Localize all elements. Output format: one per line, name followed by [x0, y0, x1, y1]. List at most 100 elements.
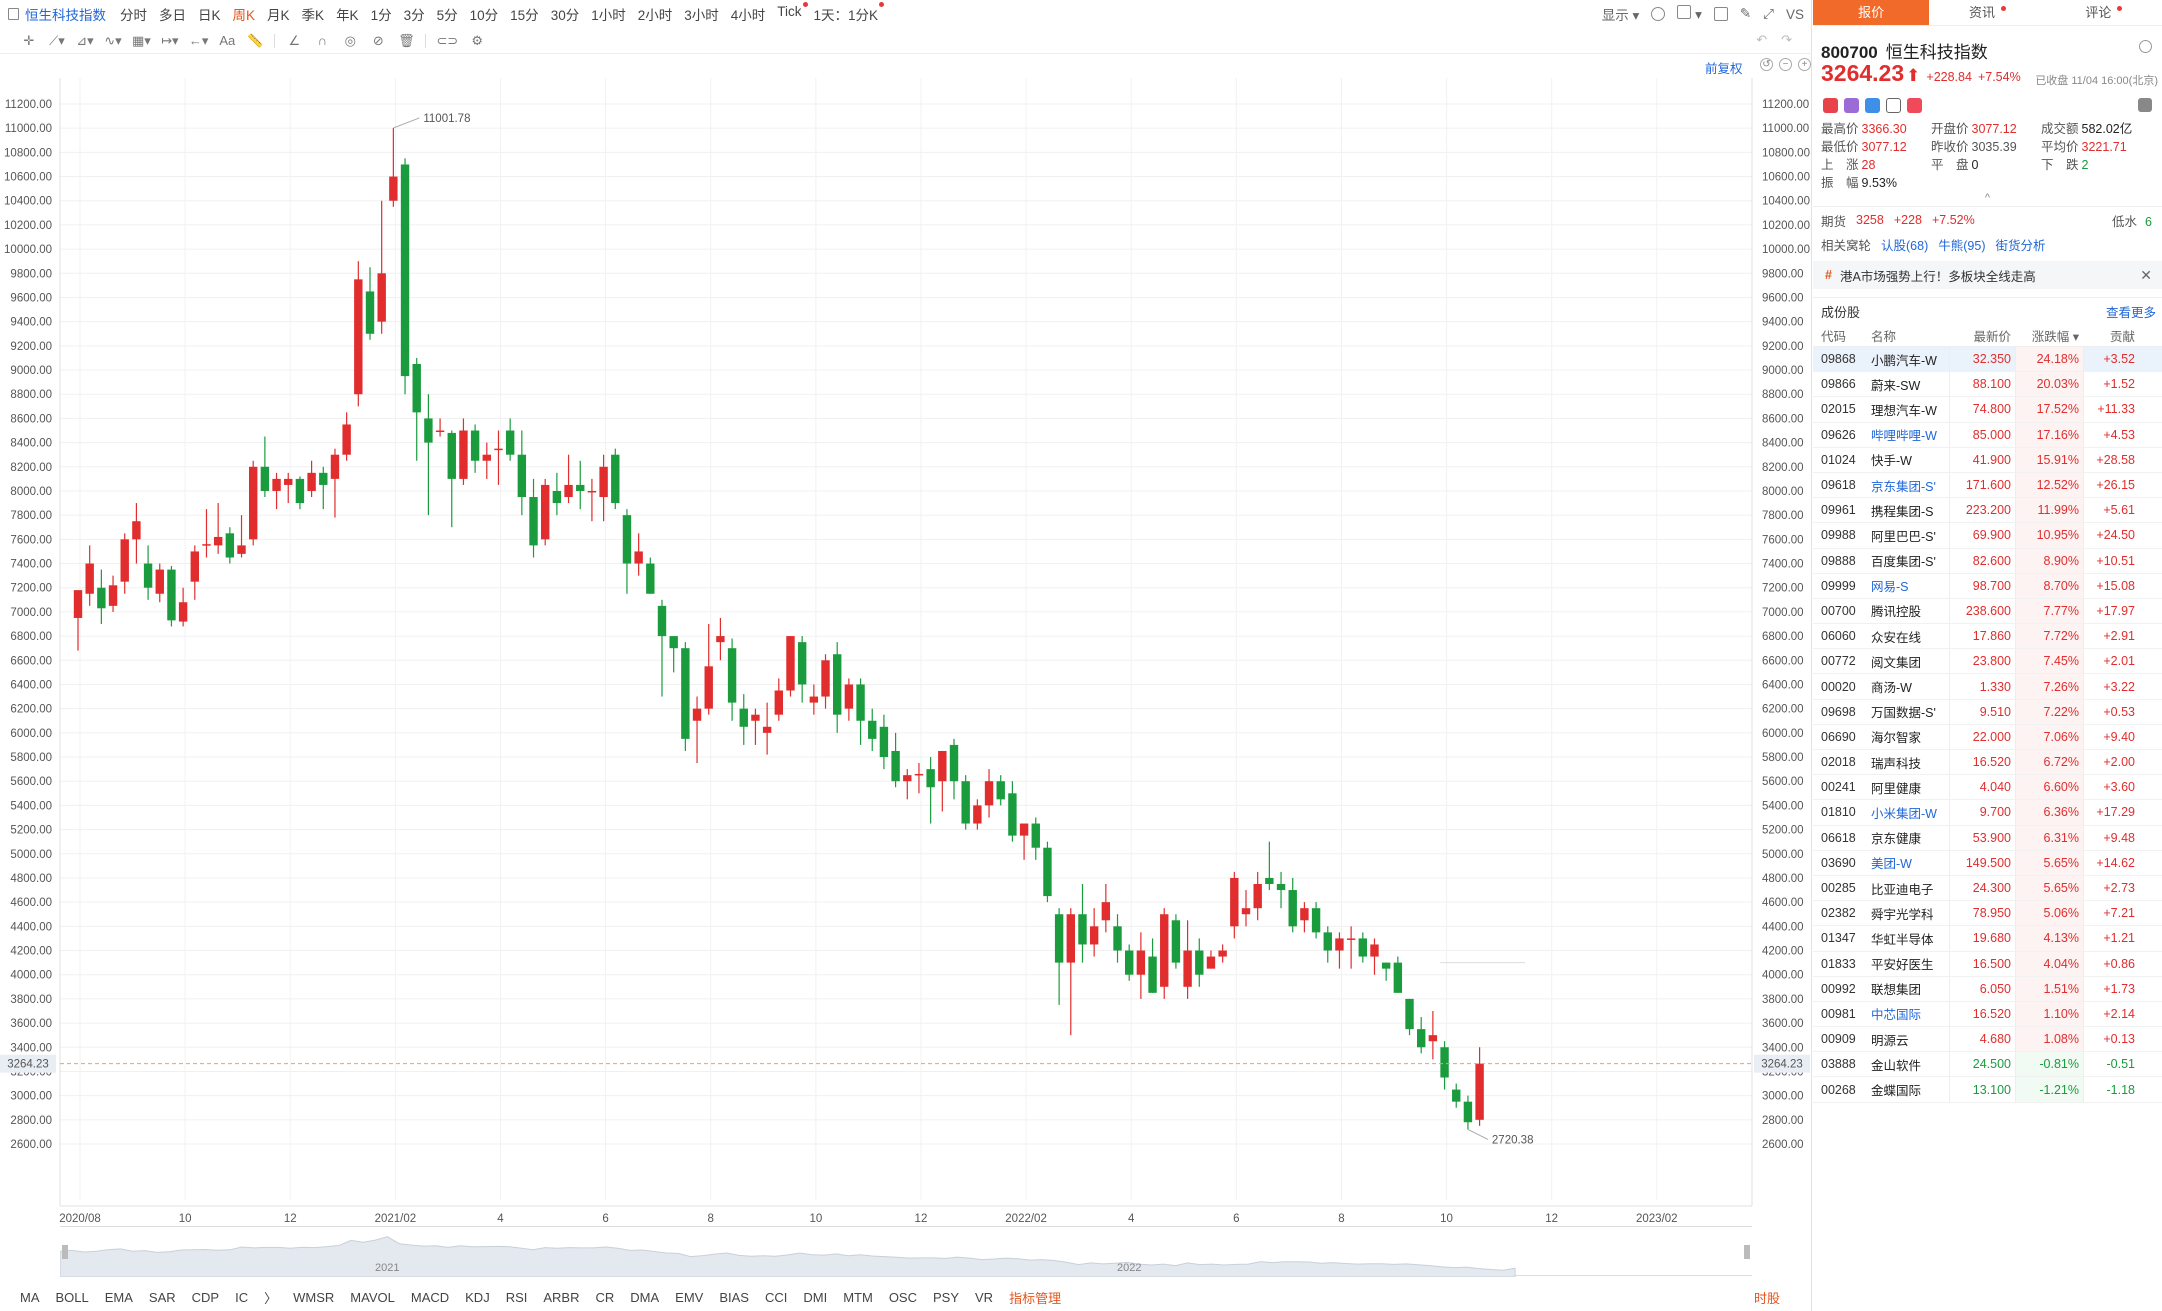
- candle-body[interactable]: [342, 424, 351, 455]
- candle-body[interactable]: [284, 478, 293, 485]
- table-row[interactable]: 00772 阅文集团 23.800 7.45% +2.01: [1813, 649, 2162, 675]
- candle-body[interactable]: [938, 750, 947, 782]
- symbol-list-icon[interactable]: [8, 8, 19, 20]
- fullscreen-icon[interactable]: ⤢: [1763, 6, 1774, 21]
- candle-body[interactable]: [1405, 998, 1414, 1030]
- table-row[interactable]: 00981 中芯国际 16.520 1.10% +2.14: [1813, 1001, 2162, 1028]
- indicator-item[interactable]: WMSR: [293, 1290, 335, 1305]
- candle-body[interactable]: [517, 454, 527, 498]
- period-tab[interactable]: 3小时: [684, 8, 719, 23]
- period-tab[interactable]: 周K: [232, 8, 256, 23]
- candle-body[interactable]: [646, 563, 655, 594]
- text-tool-icon[interactable]: Aa: [219, 33, 236, 48]
- candle-body[interactable]: [470, 430, 480, 461]
- candle-body[interactable]: [155, 569, 164, 594]
- panel-tab[interactable]: 评论: [2046, 0, 2162, 25]
- candle-body[interactable]: [1019, 823, 1029, 836]
- candle-body[interactable]: [202, 544, 211, 546]
- candle-body[interactable]: [844, 684, 854, 709]
- period-tab[interactable]: 30分: [550, 8, 580, 23]
- camera-icon[interactable]: [1713, 7, 1728, 21]
- candle-body[interactable]: [249, 466, 258, 540]
- lock-icon[interactable]: ◎: [344, 32, 357, 48]
- magnet-icon[interactable]: ∩: [317, 33, 328, 48]
- candle-body[interactable]: [237, 545, 246, 554]
- candlestick-chart[interactable]: 11200.00 11200.00 11000.00 11000.00 10800.00…: [0, 0, 1812, 1284]
- candle-body[interactable]: [949, 744, 959, 782]
- wave-tool-icon[interactable]: ∿▾: [104, 32, 122, 48]
- timeshare-button[interactable]: 时股: [1753, 1291, 1780, 1306]
- indicator-item[interactable]: BOLL: [55, 1290, 89, 1305]
- link-icon[interactable]: ⊂⊃: [436, 32, 459, 48]
- candle-body[interactable]: [1089, 926, 1099, 945]
- candle-body[interactable]: [1370, 944, 1379, 957]
- indicator-item[interactable]: MAVOL: [350, 1290, 395, 1305]
- candle-body[interactable]: [821, 660, 830, 697]
- candle-body[interactable]: [762, 726, 772, 733]
- period-tab[interactable]: Tick: [777, 2, 808, 24]
- table-row[interactable]: 09626 哔哩哔哩-W 85.000 17.16% +4.53: [1813, 422, 2162, 448]
- candle-body[interactable]: [797, 642, 807, 685]
- view-more-link[interactable]: 查看更多: [2105, 306, 2156, 320]
- candle-body[interactable]: [1358, 938, 1367, 957]
- note-icon[interactable]: [1886, 97, 1901, 113]
- time-navigator[interactable]: [59, 1226, 1752, 1278]
- candle-body[interactable]: [225, 533, 235, 558]
- candle-body[interactable]: [412, 364, 421, 413]
- table-row[interactable]: 09961 携程集团-S 223.200 11.99% +5.61: [1813, 498, 2162, 524]
- candle-body[interactable]: [1078, 914, 1087, 945]
- arrow-tool-icon[interactable]: ←▾: [188, 32, 209, 48]
- candle-body[interactable]: [1148, 956, 1157, 993]
- candle-body[interactable]: [459, 430, 468, 479]
- crosshair-icon[interactable]: ✛: [23, 32, 35, 48]
- candle-body[interactable]: [1440, 1047, 1449, 1078]
- candle-body[interactable]: [868, 720, 877, 739]
- symbol-name[interactable]: 恒生科技指数: [25, 8, 106, 23]
- indicator-item[interactable]: EMA: [104, 1290, 133, 1305]
- indicator-item[interactable]: IC: [235, 1290, 249, 1305]
- candle-body[interactable]: [132, 521, 141, 540]
- table-row[interactable]: 00268 金蝶国际 13.100 -1.21% -1.18: [1813, 1077, 2162, 1103]
- candle-body[interactable]: [984, 781, 994, 806]
- hk-flag-icon[interactable]: [1823, 97, 1838, 113]
- candle-body[interactable]: [552, 490, 562, 504]
- trash-icon[interactable]: 🗑: [398, 32, 415, 48]
- candle-body[interactable]: [1230, 877, 1239, 927]
- candle-body[interactable]: [1323, 932, 1332, 951]
- candle-body[interactable]: [1043, 847, 1052, 897]
- candle-body[interactable]: [1428, 1035, 1438, 1042]
- table-row[interactable]: 09866 蔚来-SW 88.100 20.03% +1.52: [1813, 372, 2162, 398]
- candle-body[interactable]: [914, 773, 924, 776]
- period-tab[interactable]: 2小时: [637, 8, 673, 23]
- table-row[interactable]: 00020 商汤-W 1.330 7.26% +3.22: [1813, 674, 2162, 700]
- candle-body[interactable]: [190, 551, 199, 582]
- indicator-item[interactable]: PSY: [932, 1290, 959, 1305]
- candle-body[interactable]: [260, 466, 270, 491]
- candle-body[interactable]: [786, 636, 795, 691]
- candle-body[interactable]: [435, 430, 445, 433]
- hide-icon[interactable]: ⊘: [372, 32, 384, 48]
- candle-body[interactable]: [1031, 823, 1040, 848]
- candle-body[interactable]: [774, 690, 783, 715]
- candle-body[interactable]: [1183, 950, 1192, 987]
- candle-body[interactable]: [1417, 1029, 1426, 1048]
- table-row[interactable]: 00992 联想集团 6.050 1.51% +1.73: [1813, 976, 2162, 1002]
- fib-tool-icon[interactable]: ▦▾: [132, 32, 151, 48]
- candle-body[interactable]: [1171, 920, 1181, 963]
- candle-body[interactable]: [622, 515, 632, 564]
- candle-body[interactable]: [1160, 914, 1169, 987]
- table-row[interactable]: 06690 海尔智家 22.000 7.06% +9.40: [1813, 724, 2162, 750]
- candle-body[interactable]: [73, 590, 83, 618]
- indicator-item[interactable]: BIAS: [719, 1290, 749, 1305]
- candle-body[interactable]: [541, 484, 550, 540]
- channel-tool-icon[interactable]: ⊿▾: [76, 32, 94, 48]
- indicator-item[interactable]: MTM: [843, 1290, 873, 1305]
- period-tab[interactable]: 4小时: [730, 8, 766, 23]
- period-tab[interactable]: 15分: [510, 8, 539, 23]
- indicator-item[interactable]: CDP: [191, 1290, 220, 1305]
- period-tab[interactable]: 10分: [469, 8, 499, 23]
- candle-body[interactable]: [809, 696, 819, 703]
- candle-body[interactable]: [727, 648, 737, 703]
- candle-body[interactable]: [1066, 914, 1075, 963]
- candle-body[interactable]: [365, 291, 375, 334]
